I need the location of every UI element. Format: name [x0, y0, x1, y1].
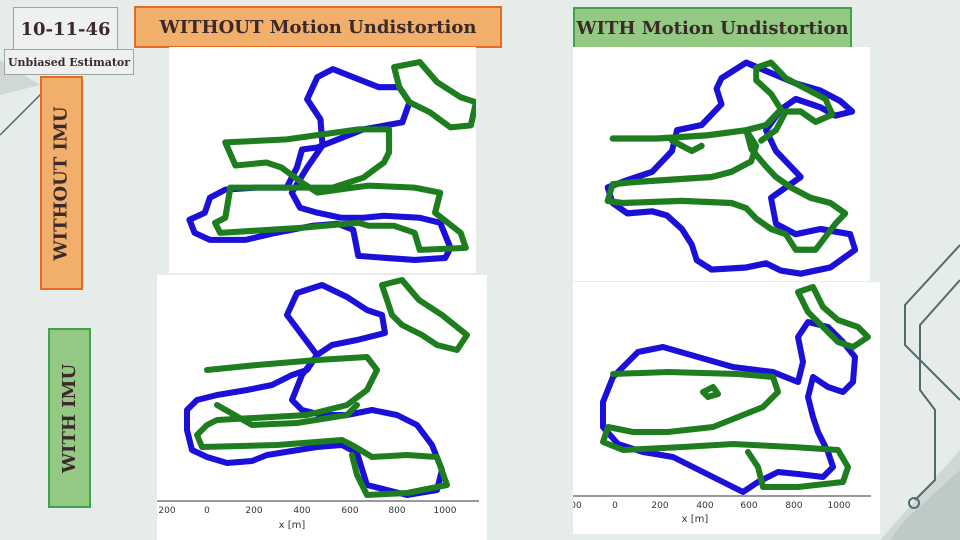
- x-axis-tl: 200 0 200 400 600 800 1000 x [m]: [157, 500, 479, 531]
- tick-label: 400: [293, 506, 310, 516]
- tick-label: 0: [612, 501, 618, 511]
- slide-code: 10-11-46: [13, 7, 118, 51]
- green-trajectory: [604, 59, 849, 253]
- slide-subtitle: Unbiased Estimator: [4, 49, 134, 75]
- tick-label: 400: [696, 501, 713, 511]
- green-trajectory: [194, 277, 470, 498]
- row-label-without-imu: WITHOUT IMU: [40, 76, 83, 290]
- plot-without-undistortion-without-imu: [169, 47, 476, 273]
- green-trajectory: [211, 59, 476, 253]
- trajectory-svg-tl: [186, 59, 476, 263]
- trajectory-svg-br: 00 0 200 400 600 800 1000 x [m]: [573, 282, 871, 525]
- x-axis-br: 00 0 200 400 600 800 1000 x [m]: [573, 495, 871, 525]
- tick-label: 200: [651, 501, 668, 511]
- row-label-with-imu-text: WITH IMU: [59, 363, 81, 473]
- tick-label: 800: [785, 501, 802, 511]
- tick-label: 1000: [434, 506, 457, 516]
- tick-label: 600: [740, 501, 757, 511]
- tick-label: 00: [573, 501, 582, 511]
- header-with-undistortion: WITH Motion Undistortion: [573, 7, 852, 49]
- x-axis-label: x [m]: [682, 514, 709, 525]
- x-axis-label: x [m]: [279, 520, 306, 531]
- tick-label: 0: [204, 506, 210, 516]
- green-trajectory: [600, 284, 871, 490]
- plot-with-undistortion-with-imu: 00 0 200 400 600 800 1000 x [m]: [573, 282, 880, 534]
- tick-label: 600: [341, 506, 358, 516]
- tick-label: 1000: [828, 501, 851, 511]
- trajectory-svg-bl: 200 0 200 400 600 800 1000 x [m]: [157, 275, 479, 531]
- plot-without-undistortion-with-imu: 200 0 200 400 600 800 1000 x [m]: [157, 275, 487, 540]
- trajectory-svg-tr: [604, 59, 859, 277]
- tick-label: 200: [158, 506, 175, 516]
- row-label-without-imu-text: WITHOUT IMU: [51, 105, 72, 261]
- plot-with-undistortion-without-imu: [573, 47, 870, 281]
- tick-label: 800: [388, 506, 405, 516]
- tick-label: 200: [245, 506, 262, 516]
- row-label-with-imu: WITH IMU: [48, 328, 91, 508]
- blue-trajectory: [600, 319, 858, 495]
- header-without-undistortion: WITHOUT Motion Undistortion: [134, 6, 502, 48]
